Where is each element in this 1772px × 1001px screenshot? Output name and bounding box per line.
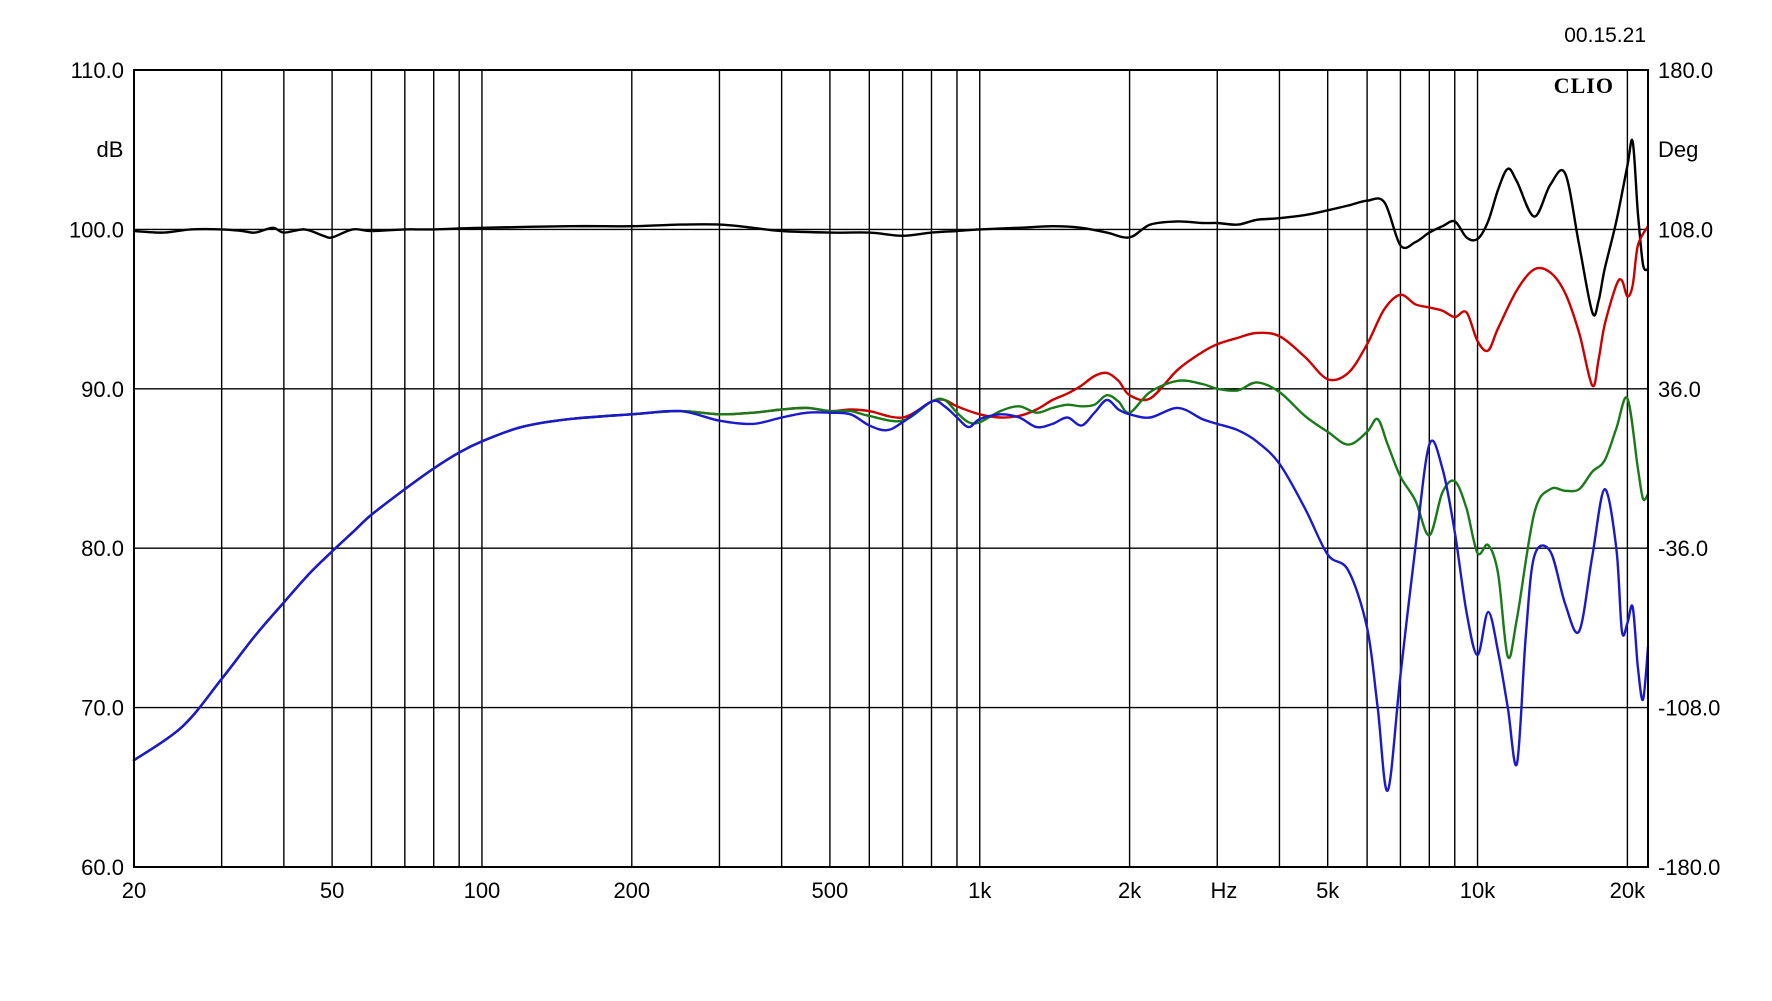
x-tick-label: 100	[464, 878, 501, 903]
series-line-3	[132, 379, 1650, 762]
x-tick-label: 50	[320, 878, 344, 903]
y-tick-label: 70.0	[81, 696, 124, 721]
x-tick-label: 5k	[1316, 878, 1340, 903]
y-tick-label: 80.0	[81, 536, 124, 561]
y2-tick-label: -180.0	[1658, 855, 1720, 880]
grid	[134, 69, 1648, 868]
x-tick-label: 20	[122, 878, 146, 903]
x-tick-label: 10k	[1460, 878, 1496, 903]
y-tick-label: 110.0	[71, 58, 124, 83]
x-tick-label: 20k	[1610, 878, 1646, 903]
y-axis-unit-label: dB	[97, 137, 124, 162]
series-line-1	[132, 138, 1650, 317]
x-tick-label: 200	[613, 878, 650, 903]
timestamp-label: 00.15.21	[1564, 24, 1646, 47]
plot-frame	[133, 69, 1649, 868]
tick-labels: 20 50 100 200 500 1k 2k 5k 10k 20k 60.0 70.0 80.0 90.…	[69, 58, 1720, 903]
y-tick-label: 100.0	[69, 217, 124, 242]
x-tick-label: 500	[812, 878, 849, 903]
y2-tick-label: -108.0	[1658, 696, 1720, 721]
y-tick-label: 60.0	[81, 855, 124, 880]
clio-logo-text: CLIO	[1554, 73, 1614, 98]
x-tick-label: 2k	[1118, 878, 1142, 903]
y2-tick-label: 180.0	[1658, 58, 1713, 83]
y2-tick-label: -36.0	[1658, 536, 1708, 561]
y2-tick-label: 108.0	[1658, 217, 1713, 242]
series-group	[132, 138, 1650, 792]
y2-axis-unit-label: Deg	[1658, 137, 1698, 162]
y2-tick-label: 36.0	[1658, 377, 1701, 402]
x-axis-unit-label: Hz	[1211, 878, 1238, 903]
y-tick-label: 90.0	[81, 377, 124, 402]
x-tick-label: 1k	[968, 878, 992, 903]
series-line-4	[132, 398, 1650, 792]
